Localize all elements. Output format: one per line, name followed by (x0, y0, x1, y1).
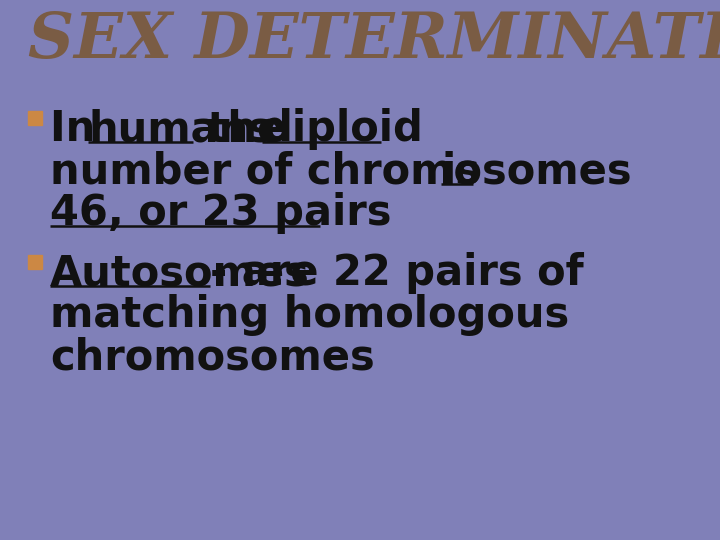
Text: chromosomes: chromosomes (50, 336, 374, 378)
Text: - are 22 pairs of: - are 22 pairs of (210, 252, 584, 294)
Text: is: is (441, 150, 480, 192)
Bar (28, 111, 42, 125)
Text: In: In (50, 108, 109, 150)
Text: Autosomes: Autosomes (50, 252, 310, 294)
Text: SEX DETERMINATION: SEX DETERMINATION (28, 10, 720, 71)
Bar (28, 255, 42, 269)
Text: diploid: diploid (262, 108, 423, 150)
Text: matching homologous: matching homologous (50, 294, 570, 336)
Text: 46, or 23 pairs: 46, or 23 pairs (50, 192, 392, 234)
Text: number of chromosomes: number of chromosomes (50, 150, 646, 192)
Text: the: the (193, 108, 300, 150)
Text: humans: humans (89, 108, 274, 150)
